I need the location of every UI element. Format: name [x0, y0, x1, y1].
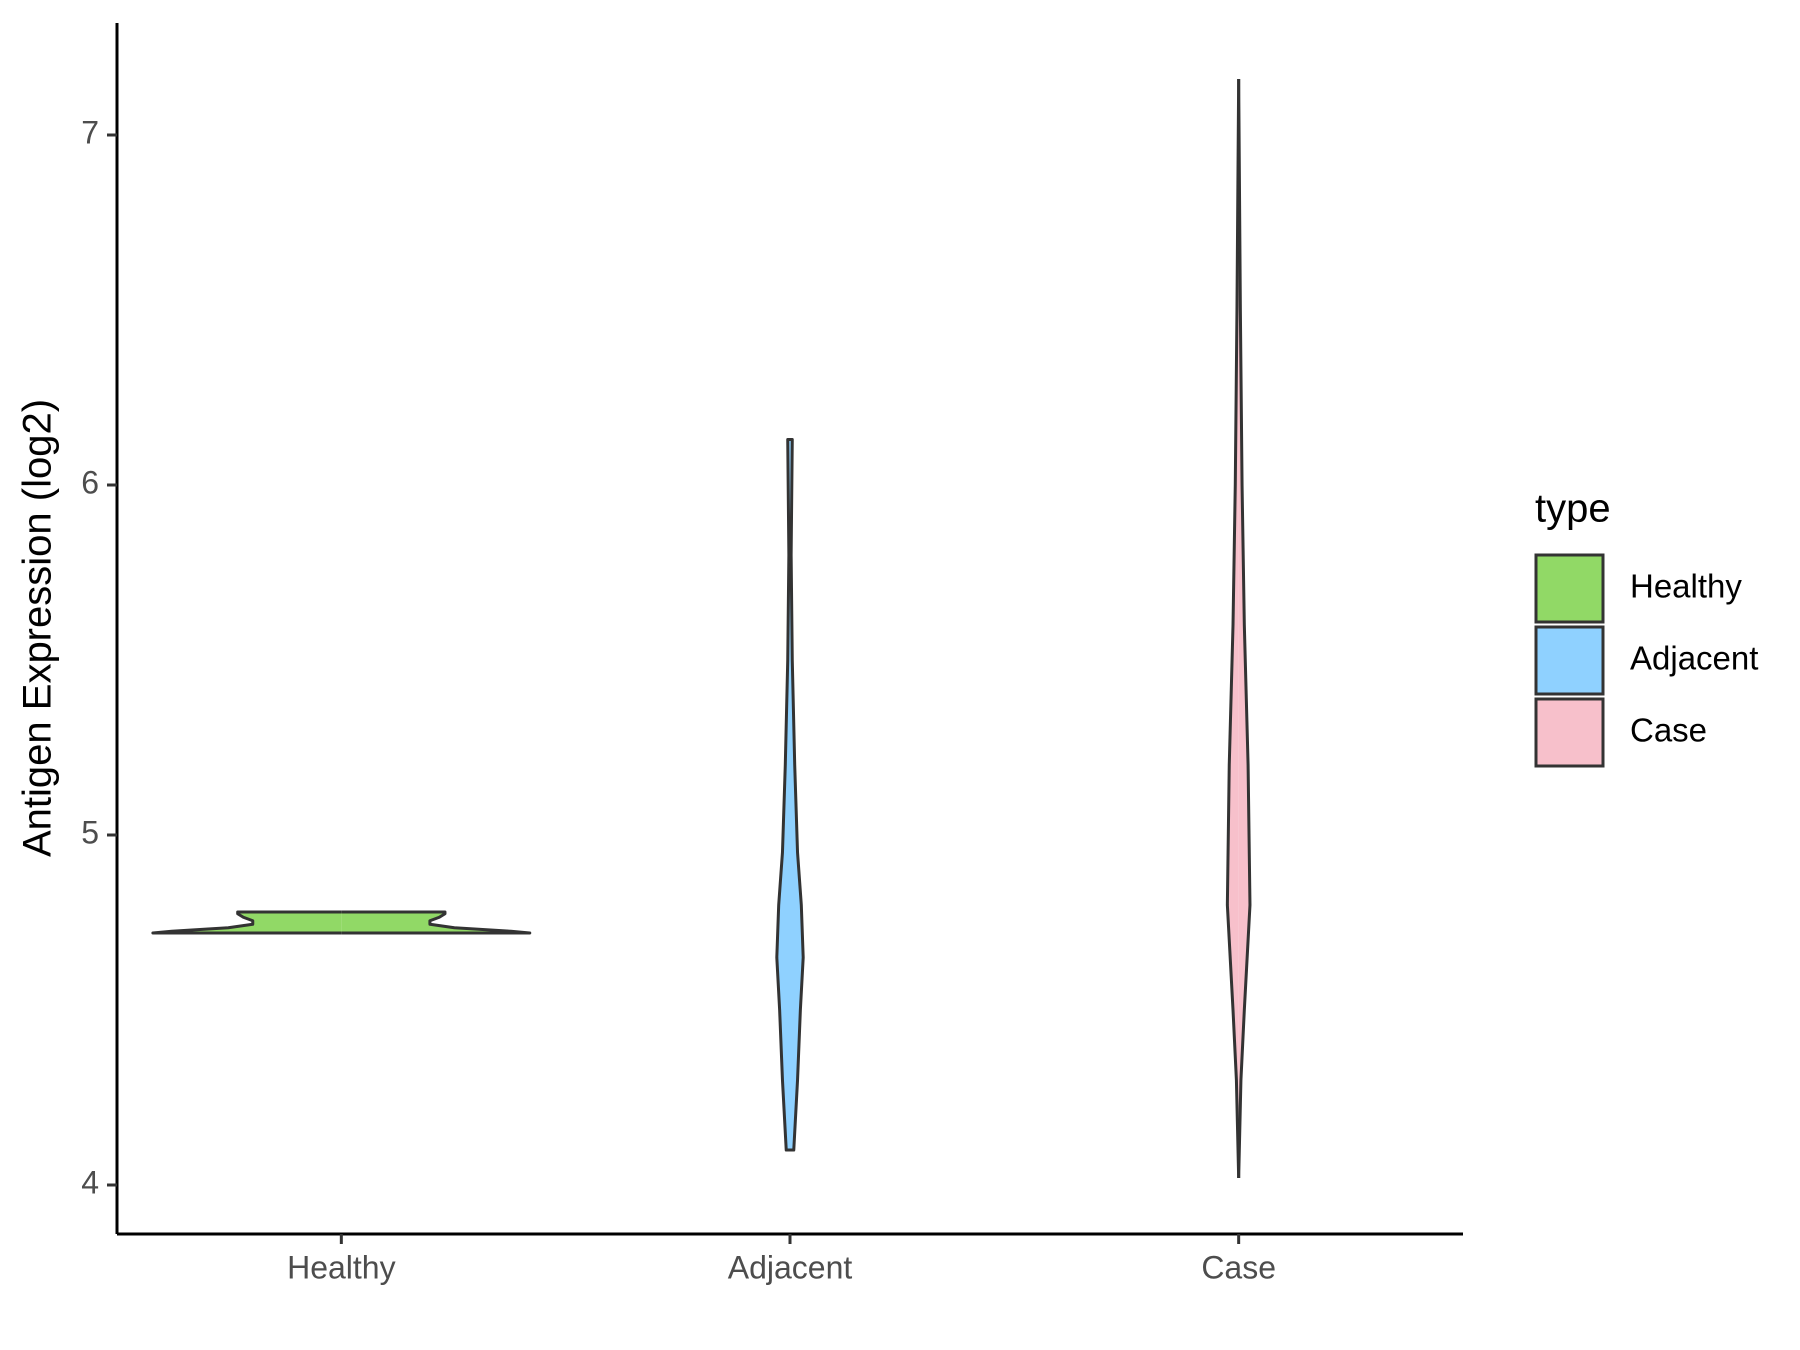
legend-label: Healthy	[1630, 568, 1742, 605]
x-tick-label: Healthy	[287, 1249, 396, 1285]
x-tick-label: Case	[1201, 1249, 1276, 1285]
y-tick-label: 5	[81, 814, 99, 850]
legend-label: Adjacent	[1630, 640, 1758, 677]
violin-half	[1225, 78, 1241, 1179]
legend-swatch	[1534, 625, 1605, 696]
violin-half	[341, 910, 532, 935]
violin-half	[789, 438, 805, 1152]
y-tick-label: 7	[81, 114, 99, 150]
legend-swatch	[1534, 553, 1605, 624]
y-tick-label: 4	[81, 1164, 99, 1200]
x-tick-label: Adjacent	[728, 1249, 853, 1285]
y-axis-title: Antigen Expression (log2)	[16, 399, 60, 857]
legend-title: type	[1535, 487, 1611, 531]
y-tick-label: 6	[81, 464, 99, 500]
violin-half	[151, 910, 342, 935]
legend-swatch	[1534, 697, 1605, 768]
legend-label: Case	[1630, 712, 1707, 749]
violin-half	[775, 438, 791, 1152]
violin-half	[1237, 78, 1252, 1179]
